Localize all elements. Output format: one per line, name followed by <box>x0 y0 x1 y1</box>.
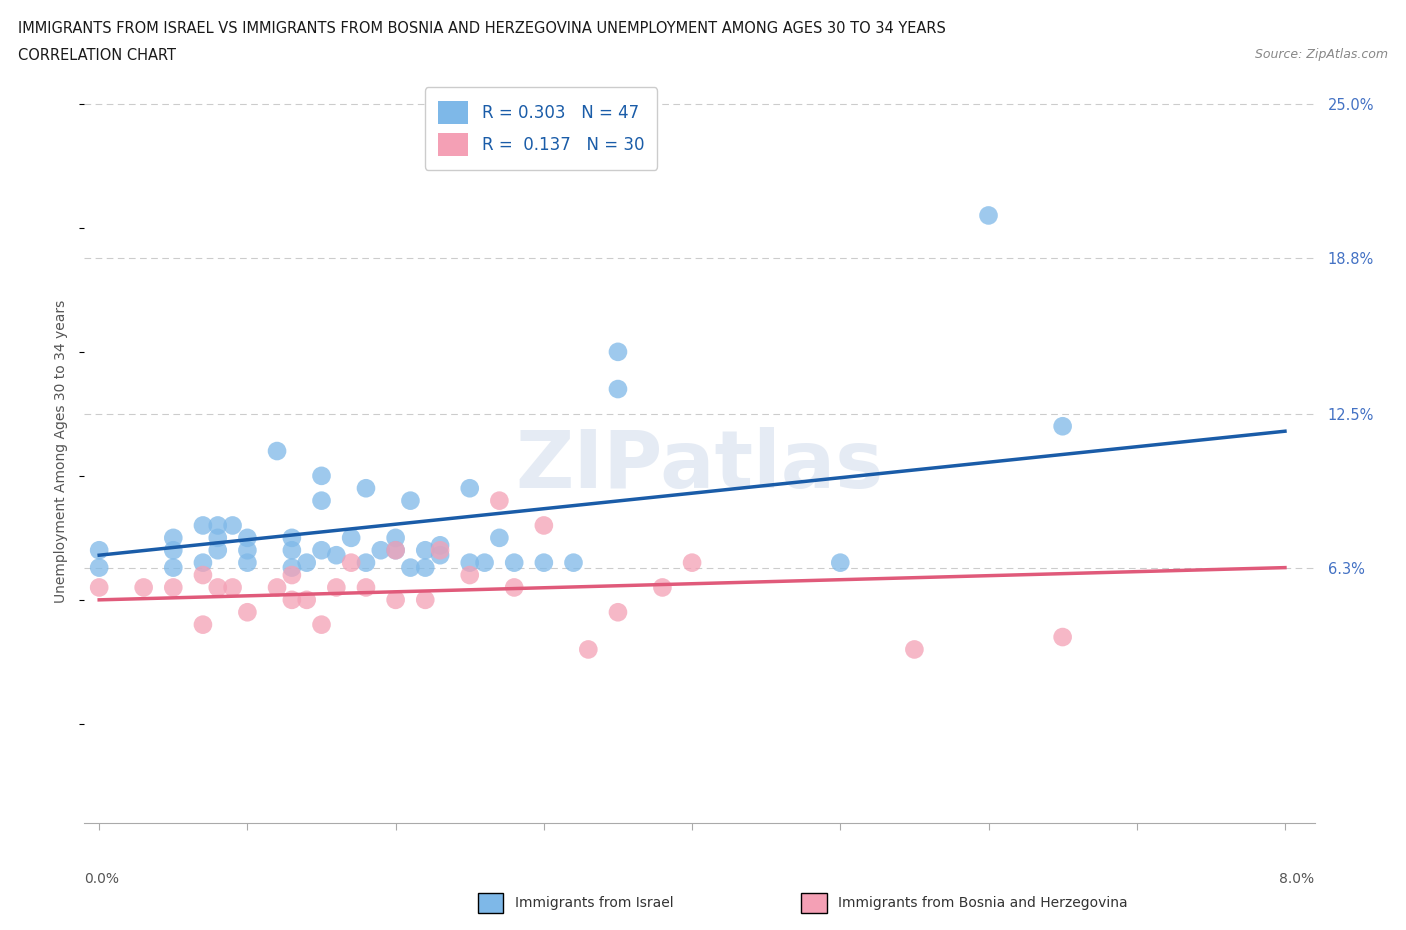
Point <box>607 604 630 619</box>
Point <box>488 493 510 508</box>
Point <box>162 543 184 558</box>
Point <box>236 604 259 619</box>
Text: ZIPatlas: ZIPatlas <box>516 427 883 505</box>
Point <box>207 518 229 533</box>
Point <box>340 530 363 545</box>
Point <box>903 642 925 657</box>
Text: IMMIGRANTS FROM ISRAEL VS IMMIGRANTS FROM BOSNIA AND HERZEGOVINA UNEMPLOYMENT AM: IMMIGRANTS FROM ISRAEL VS IMMIGRANTS FRO… <box>18 21 946 36</box>
Point <box>236 530 259 545</box>
Point <box>384 543 406 558</box>
Legend: R = 0.303   N = 47, R =  0.137   N = 30: R = 0.303 N = 47, R = 0.137 N = 30 <box>425 87 658 169</box>
Point <box>311 469 333 484</box>
Point <box>162 580 184 595</box>
Point <box>413 592 436 607</box>
Point <box>311 618 333 632</box>
Point <box>281 530 304 545</box>
Point <box>384 592 406 607</box>
Text: Immigrants from Bosnia and Herzegovina: Immigrants from Bosnia and Herzegovina <box>838 896 1128 910</box>
Point <box>651 580 673 595</box>
Point <box>132 580 155 595</box>
Point <box>429 548 451 563</box>
Point <box>503 580 526 595</box>
Point <box>281 543 304 558</box>
Y-axis label: Unemployment Among Ages 30 to 34 years: Unemployment Among Ages 30 to 34 years <box>55 299 69 603</box>
Point <box>207 580 229 595</box>
Point <box>977 208 1000 223</box>
Point <box>295 592 318 607</box>
Point <box>89 580 111 595</box>
Point <box>607 344 630 359</box>
Point <box>281 560 304 575</box>
Point <box>354 580 377 595</box>
Point <box>458 555 481 570</box>
Point <box>576 642 599 657</box>
Point <box>370 543 392 558</box>
Point <box>325 580 347 595</box>
Point <box>311 543 333 558</box>
Point <box>266 444 288 458</box>
Point <box>191 618 214 632</box>
Point <box>191 518 214 533</box>
Point <box>533 555 555 570</box>
Point <box>354 555 377 570</box>
Point <box>533 518 555 533</box>
Point <box>830 555 852 570</box>
Point <box>340 555 363 570</box>
Point <box>607 381 630 396</box>
Point <box>384 543 406 558</box>
Point <box>162 530 184 545</box>
Point <box>89 560 111 575</box>
Point <box>221 518 243 533</box>
Point <box>474 555 496 570</box>
Point <box>236 555 259 570</box>
Point <box>354 481 377 496</box>
Text: 8.0%: 8.0% <box>1279 872 1315 886</box>
Point <box>562 555 585 570</box>
Point <box>458 481 481 496</box>
Point <box>325 548 347 563</box>
Text: 0.0%: 0.0% <box>84 872 120 886</box>
Point <box>458 567 481 582</box>
Point <box>281 592 304 607</box>
Point <box>384 530 406 545</box>
Point <box>399 493 422 508</box>
Point <box>488 530 510 545</box>
Point <box>429 543 451 558</box>
Point <box>191 555 214 570</box>
Point <box>503 555 526 570</box>
Text: Immigrants from Israel: Immigrants from Israel <box>515 896 673 910</box>
Point <box>266 580 288 595</box>
Point <box>413 543 436 558</box>
Point <box>311 493 333 508</box>
Point <box>413 560 436 575</box>
Text: Source: ZipAtlas.com: Source: ZipAtlas.com <box>1254 48 1388 61</box>
Point <box>162 560 184 575</box>
Point <box>221 580 243 595</box>
Point <box>399 560 422 575</box>
Point <box>236 543 259 558</box>
Point <box>1052 418 1074 433</box>
Point <box>89 543 111 558</box>
Point <box>295 555 318 570</box>
Point <box>207 543 229 558</box>
Point <box>281 567 304 582</box>
Point <box>681 555 703 570</box>
Point <box>429 538 451 552</box>
Point <box>191 567 214 582</box>
Point <box>1052 630 1074 644</box>
Text: CORRELATION CHART: CORRELATION CHART <box>18 48 176 63</box>
Point <box>207 530 229 545</box>
